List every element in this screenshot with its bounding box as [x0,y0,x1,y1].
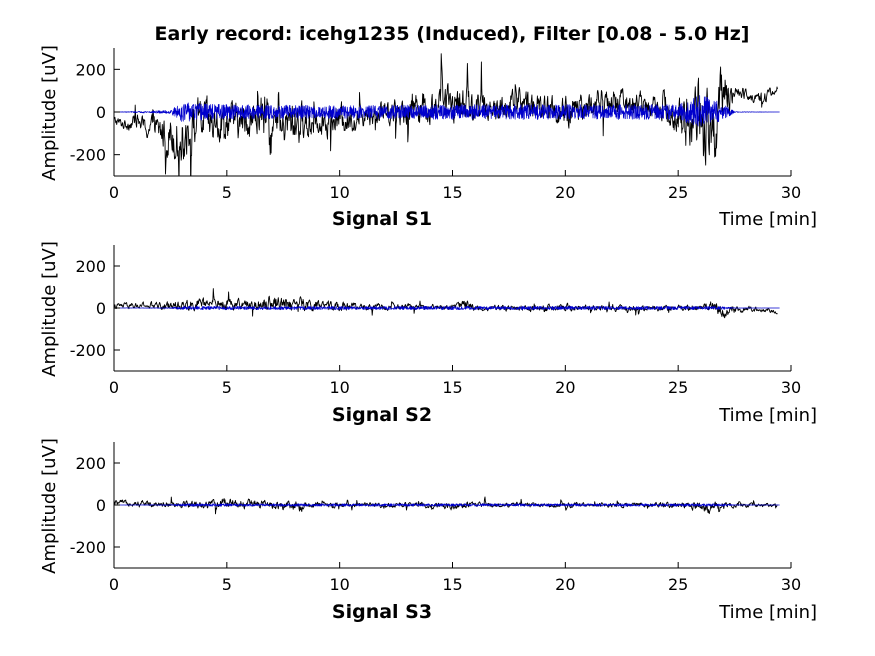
y-tick-label: 200 [75,454,106,473]
y-tick-label: 200 [75,257,106,276]
figure-title: Early record: icehg1235 (Induced), Filte… [155,23,750,45]
x-tick-label: 5 [222,183,232,202]
x-tick-label: 0 [109,575,119,594]
ylabel-s1: Amplitude [uV] [39,45,60,181]
signal-name-s2: Signal S2 [332,404,432,426]
xlabel-s2: Time [min] [718,405,817,426]
x-tick-label: 10 [329,378,349,397]
x-tick-label: 20 [555,183,575,202]
y-tick-label: 0 [96,103,106,122]
x-tick-label: 0 [109,378,119,397]
y-tick-label: 0 [96,496,106,515]
x-tick-label: 30 [781,183,801,202]
x-tick-label: 25 [668,378,688,397]
signal-name-s1: Signal S1 [332,208,432,230]
x-tick-label: 15 [442,183,462,202]
y-tick-label: -200 [70,146,106,165]
series-line-s2-filtered [114,305,780,311]
x-tick-label: 30 [781,378,801,397]
x-tick-label: 30 [781,575,801,594]
xlabel-s1: Time [min] [718,209,817,230]
y-tick-label: -200 [70,538,106,557]
series-line-s3-raw [114,496,778,515]
x-tick-label: 15 [442,378,462,397]
y-tick-label: -200 [70,341,106,360]
series-line-s3-filtered [114,503,780,507]
ylabel-s2: Amplitude [uV] [39,241,60,377]
x-tick-label: 5 [222,575,232,594]
x-tick-label: 25 [668,183,688,202]
xlabel-s3: Time [min] [718,602,817,623]
y-tick-label: 0 [96,299,106,318]
y-tick-label: 200 [75,60,106,79]
x-tick-label: 0 [109,183,119,202]
x-tick-label: 15 [442,575,462,594]
x-tick-label: 25 [668,575,688,594]
x-tick-label: 20 [555,575,575,594]
ylabel-s3: Amplitude [uV] [39,438,60,574]
x-tick-label: 5 [222,378,232,397]
x-tick-label: 10 [329,575,349,594]
x-tick-label: 20 [555,378,575,397]
series-line-s2-raw [114,288,778,319]
x-tick-label: 10 [329,183,349,202]
series-line-s1-filtered [114,95,780,127]
signal-name-s3: Signal S3 [332,601,432,623]
